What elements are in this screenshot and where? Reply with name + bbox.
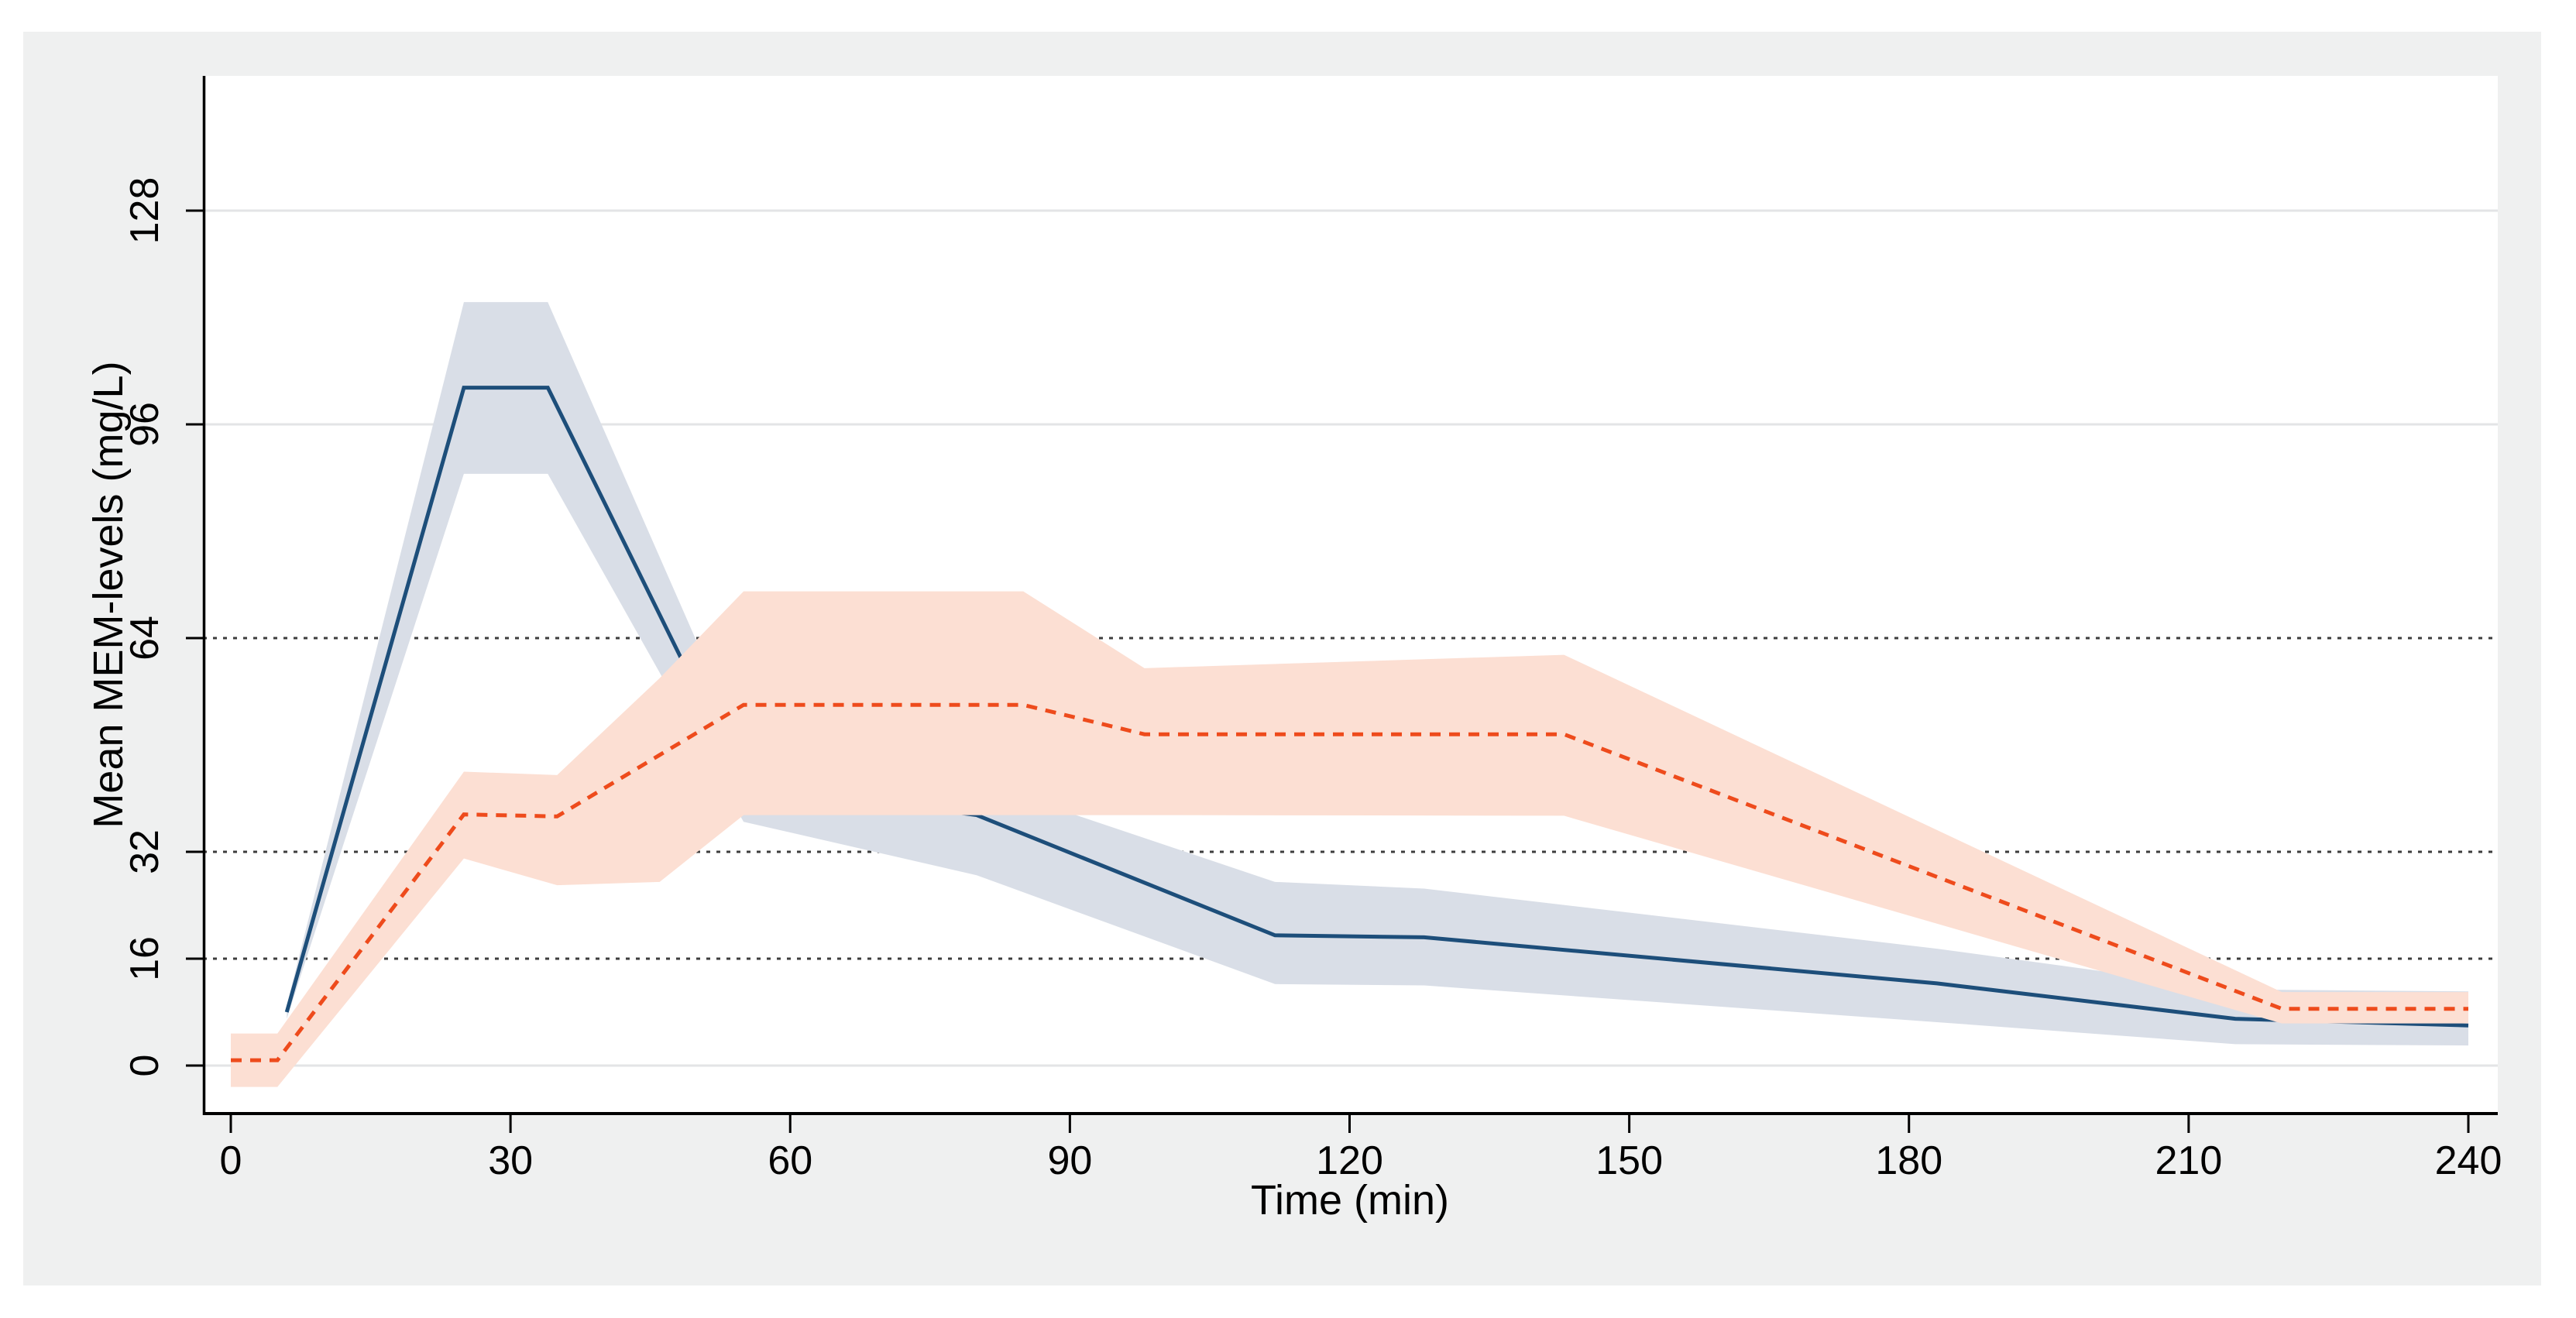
confidence-band-layer [231,302,2469,1087]
y-tick-label-64: 64 [122,616,167,661]
confidence-band-navy-solid [287,302,2468,1046]
y-axis-title: Mean MEM-levels (mg/L) [85,361,132,828]
x-tick-label-180: 180 [1875,1138,1942,1183]
series-line-navy-solid [284,386,2469,1028]
x-tick-label-210: 210 [2155,1138,2222,1183]
series-line-red-dashed [231,702,2468,1062]
tick-label-layer: 0 16 32 64 96 128 0 30 60 90 120 150 180 210 240 [122,177,2502,1183]
x-axis-title: Time (min) [1251,1177,1449,1224]
x-tick-label-150: 150 [1595,1138,1663,1183]
y-tick-label-0: 0 [122,1055,167,1077]
x-tick-label-30: 30 [488,1138,533,1183]
y-tick-label-32: 32 [122,829,167,874]
x-tick-label-60: 60 [768,1138,812,1183]
axis-layer [186,76,2498,1133]
y-tick-label-128: 128 [122,177,167,245]
confidence-band-red-dashed [231,591,2468,1087]
x-tick-label-0: 0 [220,1138,242,1183]
x-tick-label-240: 240 [2435,1138,2502,1183]
y-tick-label-16: 16 [122,936,167,981]
x-tick-label-120: 120 [1316,1138,1383,1183]
y-tick-label-96: 96 [122,402,167,447]
x-tick-label-90: 90 [1047,1138,1092,1183]
